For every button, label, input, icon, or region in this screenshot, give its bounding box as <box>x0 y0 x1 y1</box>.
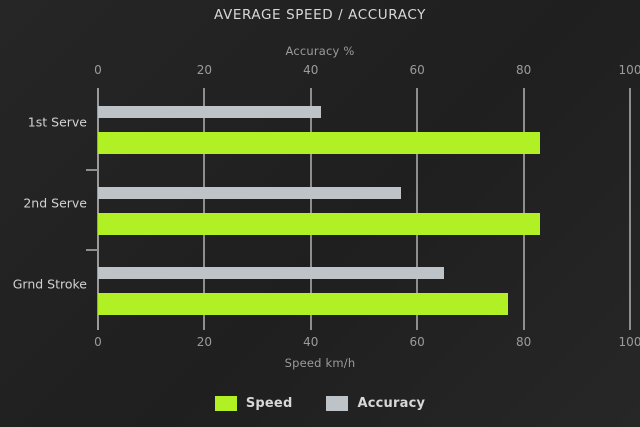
chart-title: AVERAGE SPEED / ACCURACY <box>214 7 426 23</box>
category-label-0: 1st Serve <box>27 114 87 130</box>
bottom-tick-label-0: 0 <box>94 335 102 349</box>
bottom-tick-label-60: 60 <box>409 335 425 349</box>
top-tick-label-100: 100 <box>618 63 640 77</box>
top-tick-label-80: 80 <box>515 63 532 77</box>
legend-swatch-accuracy-icon <box>326 396 349 411</box>
gridline-100 <box>629 88 631 330</box>
group-tick-1 <box>86 168 98 171</box>
legend-label-speed: Speed <box>245 396 293 411</box>
top-tick-label-60: 60 <box>409 63 425 77</box>
chart-legend: Speed Accuracy <box>0 396 640 411</box>
bottom-tick-label-20: 20 <box>196 335 213 349</box>
gridline-60 <box>416 88 419 330</box>
category-label-2: Grnd Stroke <box>12 276 87 292</box>
gridline-40 <box>309 88 312 330</box>
bar-accuracy-0 <box>98 106 322 118</box>
bottom-tick-label-100: 100 <box>618 335 640 349</box>
top-axis-label: Accuracy % <box>285 44 355 58</box>
bottom-tick-label-80: 80 <box>515 335 532 349</box>
legend-swatch-speed-icon <box>214 396 237 411</box>
legend-item-accuracy[interactable]: Accuracy <box>326 396 425 411</box>
bar-accuracy-1 <box>98 186 402 199</box>
bar-accuracy-2 <box>98 267 444 280</box>
bar-speed-1 <box>98 212 540 235</box>
gridline-0 <box>97 88 99 330</box>
top-tick-label-40: 40 <box>303 63 319 77</box>
legend-item-speed[interactable]: Speed <box>214 396 293 411</box>
legend-label-accuracy: Accuracy <box>357 396 426 411</box>
category-label-1: 2nd Serve <box>23 195 87 211</box>
bar-speed-0 <box>98 132 540 154</box>
gridline-80 <box>522 88 525 330</box>
plot-area <box>86 88 631 330</box>
gridline-20 <box>203 88 206 330</box>
bar-speed-2 <box>98 293 508 316</box>
bottom-axis-label: Speed km/h <box>284 356 356 370</box>
top-tick-label-0: 0 <box>94 63 102 77</box>
top-tick-label-20: 20 <box>196 63 213 77</box>
group-tick-2 <box>86 249 98 252</box>
bottom-tick-label-40: 40 <box>303 335 319 349</box>
